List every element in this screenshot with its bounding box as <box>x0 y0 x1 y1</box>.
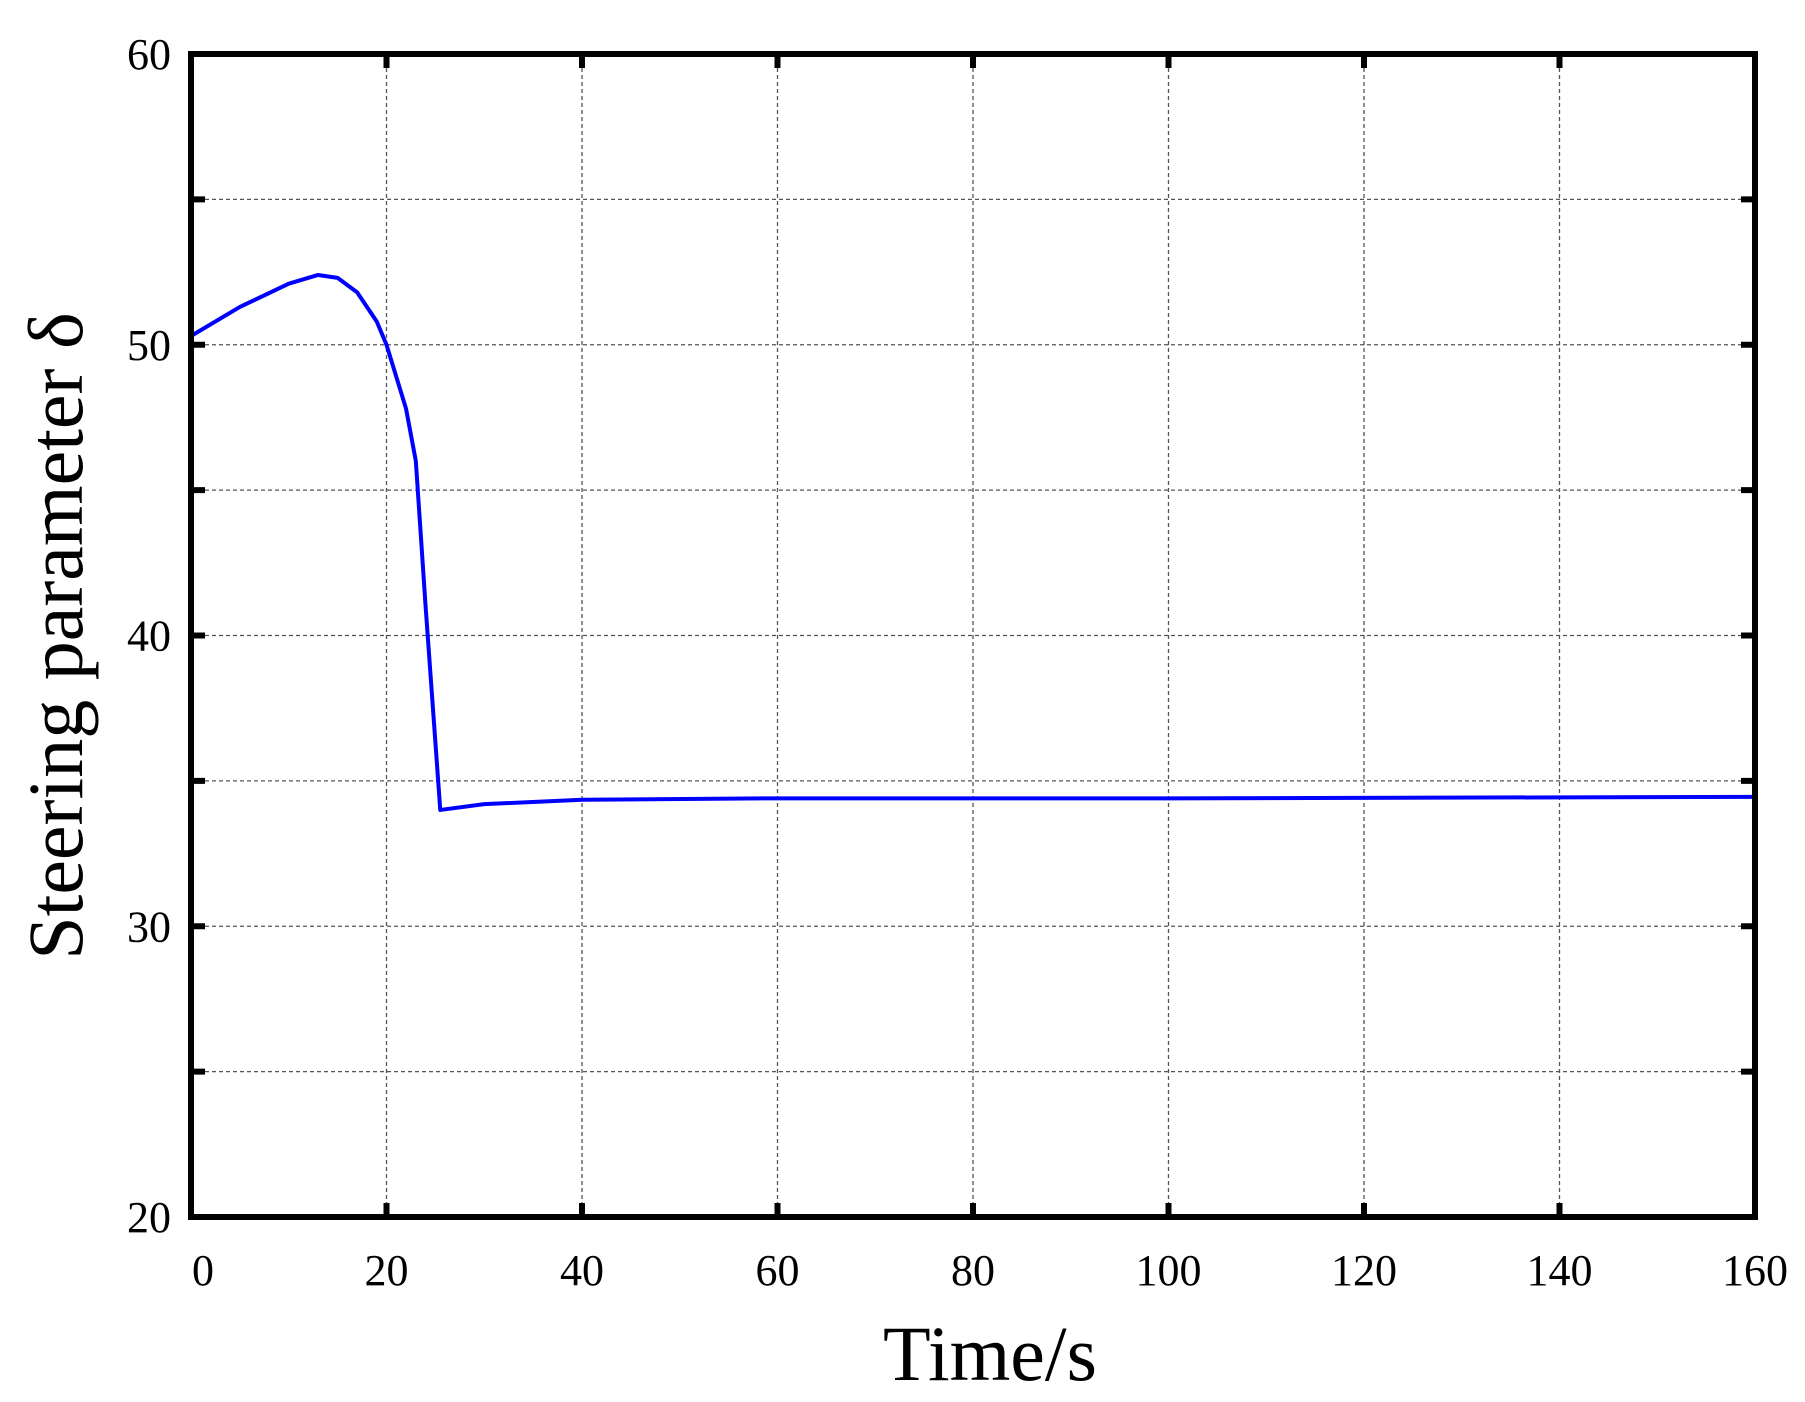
x-tick-label: 80 <box>951 1246 995 1295</box>
x-tick-label: 60 <box>756 1246 800 1295</box>
y-tick-label: 60 <box>127 30 171 79</box>
x-tick-label: 40 <box>560 1246 604 1295</box>
y-tick-label: 40 <box>127 612 171 661</box>
y-axis-label: Steering parameter δ <box>12 312 99 959</box>
y-tick-label: 30 <box>127 902 171 951</box>
x-tick-label: 140 <box>1527 1246 1593 1295</box>
y-tick-label: 50 <box>127 321 171 370</box>
x-tick-label: 0 <box>192 1246 214 1295</box>
plot-frame <box>188 51 1758 1220</box>
x-tick-label: 100 <box>1136 1246 1202 1295</box>
series-line <box>189 272 1756 812</box>
x-tick-label: 160 <box>1722 1246 1788 1295</box>
x-tick-label: 20 <box>365 1246 409 1295</box>
y-tick-label: 20 <box>127 1193 171 1242</box>
x-tick-label: 120 <box>1331 1246 1397 1295</box>
x-axis-label: Time/s <box>883 1310 1097 1397</box>
